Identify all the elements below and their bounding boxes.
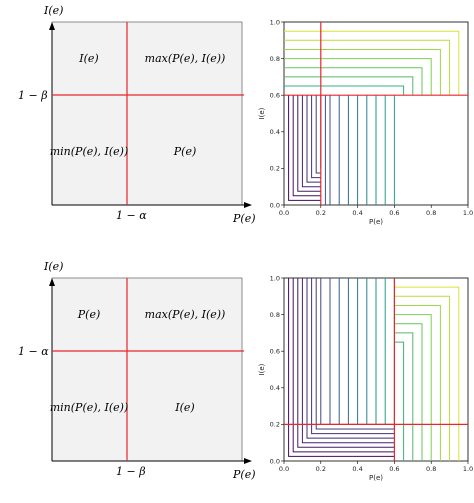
x-tick-label: 0.0 xyxy=(279,209,289,217)
quadrant-bottom-left-label: min(P(e), I(e)) xyxy=(50,145,129,158)
y-axis-title: I(e) xyxy=(258,363,266,375)
quadrant-area xyxy=(51,21,243,206)
x-axis-label: P(e) xyxy=(232,212,256,225)
contour-line xyxy=(284,76,414,96)
contour-line xyxy=(292,95,321,197)
x-tick-label: 0.0 xyxy=(279,465,289,473)
quadrant-top-right-label: max(P(e), I(e)) xyxy=(145,52,226,65)
x-tick-label: 0.4 xyxy=(352,465,362,473)
y-tick-label: 0.4 xyxy=(270,384,280,392)
contour-line xyxy=(284,58,432,96)
contour-line xyxy=(284,49,441,96)
y-tick-label: 0.2 xyxy=(270,165,280,173)
contour-line xyxy=(284,67,423,96)
contour-line xyxy=(297,95,321,192)
contour-line xyxy=(284,39,451,96)
x-tick-label: 0.2 xyxy=(316,465,326,473)
x-axis-title: P(e) xyxy=(369,474,383,482)
contour-line xyxy=(394,295,451,461)
y-tick-label: 0.8 xyxy=(270,55,280,63)
x-axis-arrow xyxy=(244,458,252,464)
schematic-panel-2: I(e) P(e) 1 − α 1 − β P(e) max(P(e), I(e… xyxy=(18,260,256,481)
y-tick-label: 0.4 xyxy=(270,128,280,136)
contour-line xyxy=(311,278,395,435)
x-tick-label: 0.6 xyxy=(389,465,399,473)
quadrant-area xyxy=(51,277,243,462)
contour-line xyxy=(288,95,321,201)
contour-line xyxy=(284,85,405,96)
contour-line xyxy=(394,323,423,461)
contour-line xyxy=(297,278,395,448)
x-axis-arrow xyxy=(244,202,252,208)
y-tick-label: 0.0 xyxy=(270,457,280,465)
x-tick-label: 0.8 xyxy=(426,209,436,217)
contour-line xyxy=(292,278,395,453)
schematic-panel-1: I(e) P(e) 1 − β 1 − α I(e) max(P(e), I(e… xyxy=(18,4,256,225)
x-tick-label: 1.0 xyxy=(463,209,473,217)
y-tick-label: 0.6 xyxy=(270,92,280,100)
contour-line xyxy=(284,30,460,96)
contour-line xyxy=(301,278,395,444)
y-threshold-label: 1 − β xyxy=(18,89,48,102)
contour-chart-1: 0.0 0.2 0.4 0.6 0.8 1.0 0.0 0.2 0.4 0.6 0.8 1.0 P(e)… xyxy=(258,18,473,226)
y-axis-label: I(e) xyxy=(43,260,63,273)
contour-line xyxy=(394,332,414,461)
contour-line xyxy=(301,95,321,188)
y-tick-label: 0.6 xyxy=(270,348,280,356)
x-axis-label: P(e) xyxy=(232,468,256,481)
y-tick-label: 0.2 xyxy=(270,421,280,429)
y-axis-arrow xyxy=(49,278,55,286)
contour-line xyxy=(311,95,321,179)
contour-line xyxy=(315,278,395,430)
x-threshold-label: 1 − α xyxy=(116,209,147,222)
x-axis-title: P(e) xyxy=(369,218,383,226)
contour-line xyxy=(288,278,395,457)
y-tick-label: 1.0 xyxy=(270,274,280,282)
quadrant-top-right-label: max(P(e), I(e)) xyxy=(145,308,226,321)
y-tick-label: 0.0 xyxy=(270,201,280,209)
x-tick-label: 0.4 xyxy=(352,209,362,217)
y-axis-label: I(e) xyxy=(43,4,63,17)
y-axis-title: I(e) xyxy=(258,107,266,119)
y-threshold-label: 1 − α xyxy=(18,345,49,358)
contour-line xyxy=(306,278,395,439)
x-tick-label: 0.8 xyxy=(426,465,436,473)
contour-line xyxy=(394,305,441,461)
contour-line xyxy=(315,95,321,174)
quadrant-bottom-right-label: I(e) xyxy=(174,401,194,414)
quadrant-top-left-label: P(e) xyxy=(77,308,101,321)
contour-line xyxy=(394,341,405,461)
contour-line xyxy=(394,314,432,461)
contour-chart-2: 0.0 0.2 0.4 0.6 0.8 1.0 0.0 0.2 0.4 0.6 0.8 1.0 P(e)… xyxy=(258,274,473,482)
quadrant-top-left-label: I(e) xyxy=(78,52,98,65)
quadrant-bottom-right-label: P(e) xyxy=(173,145,197,158)
quadrant-bottom-left-label: min(P(e), I(e)) xyxy=(50,401,129,414)
contour-line xyxy=(306,95,321,183)
y-tick-label: 1.0 xyxy=(270,18,280,26)
y-axis-arrow xyxy=(49,22,55,30)
contour-line xyxy=(394,286,460,461)
x-threshold-label: 1 − β xyxy=(116,465,146,478)
y-tick-label: 0.8 xyxy=(270,311,280,319)
x-tick-label: 0.6 xyxy=(389,209,399,217)
x-tick-label: 0.2 xyxy=(316,209,326,217)
x-tick-label: 1.0 xyxy=(463,465,473,473)
